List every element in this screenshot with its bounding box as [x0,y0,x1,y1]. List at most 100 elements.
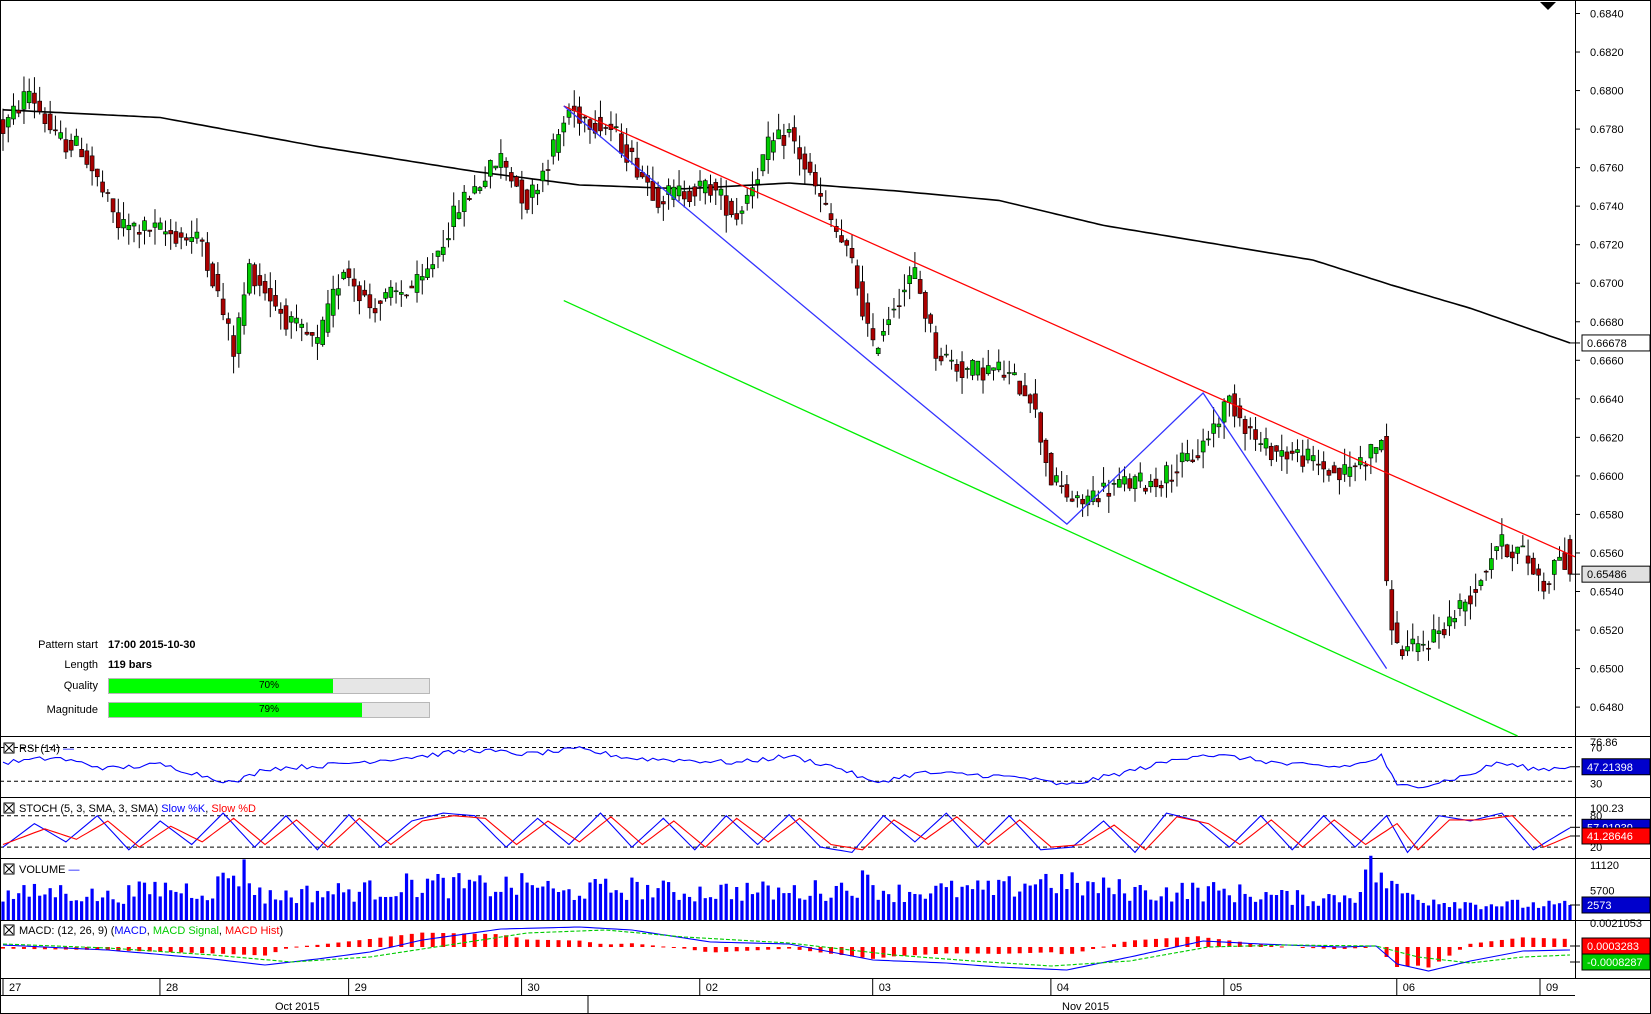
macd-hist-bar [923,947,928,955]
candle [372,298,378,323]
volume-bar [646,884,650,920]
day-label: 30 [528,982,540,994]
volume-bar [1432,899,1436,920]
macd-hist-bar [221,947,226,954]
candle [1221,398,1227,439]
candle [519,170,525,220]
price-tick-label: 0.6760 [1590,163,1624,175]
candle [110,198,116,223]
candle [545,159,551,186]
volume-bar [855,897,859,920]
macd-hist-bar [378,937,383,947]
volume-bar [211,898,215,920]
volume-bar [473,881,477,920]
price-tick-label: 0.6520 [1590,625,1624,637]
macd-hist-bar [1332,947,1337,950]
macd-hist-bar [860,947,865,958]
candle [828,203,834,228]
candle [472,175,477,195]
candle [95,168,100,187]
candle [1489,542,1494,579]
candle [357,281,362,315]
stoch-20-label: 20 [1590,842,1602,854]
macd-hist-bar [1395,947,1400,967]
day-label: 29 [355,982,367,994]
volume-bar [1426,905,1431,920]
volume-bar [190,897,194,920]
candle [949,349,954,370]
volume-bar [258,887,262,920]
volume-bar [1337,902,1342,920]
candle [210,261,215,289]
box-x-icon[interactable] [3,924,15,936]
volume-bar [446,898,451,920]
candle [524,188,530,214]
volume-bar [1536,907,1541,920]
candle [1148,474,1154,493]
volume-bar [792,885,796,920]
volume-bar [378,896,382,920]
macd-hist-bar [1017,947,1022,954]
candle [419,263,425,295]
volume-bar [729,899,734,920]
box-x-icon[interactable] [3,802,15,814]
candle [592,110,598,139]
box-x-icon[interactable] [3,863,15,875]
volume-bar [682,893,686,920]
macd-hist-bar [399,935,404,947]
candle [1358,445,1363,470]
macd-hist-bar [619,943,624,947]
candle [1022,372,1028,397]
volume-bar [1557,903,1562,920]
volume-bar [116,902,120,920]
volume-bar [824,900,828,920]
support-line [563,299,1518,737]
candle [1054,467,1059,486]
rsi-value-label-box [1581,758,1651,776]
candle [1200,428,1206,469]
macd-hist-bar [1520,937,1525,947]
volume-bar [1500,906,1504,920]
macd-signal-line [2,929,1571,967]
macd-hist-bar [252,947,257,956]
volume-bar [1379,872,1383,920]
candle [723,180,729,233]
candle [535,183,540,206]
volume-bar [687,896,692,920]
candle [755,167,760,199]
candle [1116,467,1122,488]
candle [252,262,257,295]
volume-bar [226,878,230,920]
candle [786,123,792,138]
volume-bar [1568,904,1572,920]
volume-bar [1463,902,1467,920]
volume-bar [651,897,655,920]
macd-hist-bar [315,944,320,947]
box-x-icon[interactable] [3,742,15,754]
candle [1274,445,1279,462]
candle [1101,467,1106,492]
macd-hist-bar [1237,941,1242,947]
macd-hist-bar [577,940,582,947]
day-label: 28 [166,982,178,994]
volume-bar [551,888,555,920]
candle [991,367,996,381]
volume-bar [352,901,356,920]
volume-bar [1285,891,1289,920]
volume-bar [499,891,503,920]
macd-hist-bar [1311,947,1316,949]
volume-bar [708,897,713,920]
price-tick-label: 0.6840 [1590,8,1624,20]
volume-bar [1374,882,1378,920]
volume-bar [562,890,566,920]
candle [923,290,928,333]
volume-bar [724,883,728,920]
candle [1562,537,1568,570]
candle [173,221,179,248]
macd-hist-bar [284,947,289,949]
macd-hist-bar [891,947,896,957]
corner-triangle-down-icon[interactable] [1540,2,1556,10]
macd-hist-bar [273,947,278,953]
magnitude-value: 79% [258,704,279,715]
macd-hist-bar [965,947,970,954]
